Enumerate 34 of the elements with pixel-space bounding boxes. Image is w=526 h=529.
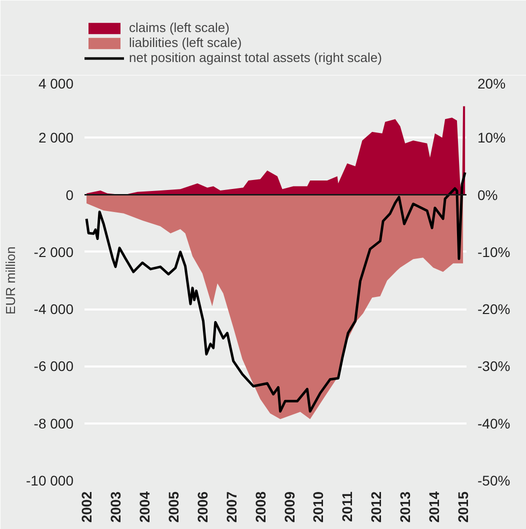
y2-tick-label: 0% [478, 186, 498, 203]
legend-label: claims (left scale) [129, 20, 230, 35]
legend-label: net position against total assets (right scale) [129, 50, 382, 65]
y2-tick-label: -20% [478, 301, 510, 318]
y-tick-label: 0 [66, 186, 74, 203]
legend-label: liabilities (left scale) [129, 35, 242, 50]
x-tick-label: 2003 [107, 491, 124, 523]
x-tick-label: 2007 [223, 491, 240, 523]
x-tick-label: 2006 [194, 491, 210, 523]
y-tick-label: -8 000 [34, 415, 74, 432]
y-tick-label: -2 000 [34, 244, 74, 260]
x-tick-label: 2010 [310, 491, 326, 523]
x-tick-label: 2005 [165, 491, 182, 523]
y2-tick-label: -10% [478, 244, 510, 260]
y2-tick-label: -30% [478, 358, 510, 374]
y2-tick-label: -50% [478, 472, 510, 488]
y-tick-label: -6 000 [34, 358, 74, 374]
y-tick-label: -10 000 [26, 472, 74, 488]
x-tick-label: 2012 [368, 491, 384, 523]
x-tick-label: 2004 [136, 491, 152, 523]
x-tick-label: 2002 [78, 491, 95, 523]
x-tick-label: 2008 [252, 491, 268, 523]
x-tick-label: 2009 [281, 491, 298, 523]
y-tick-label: -4 000 [34, 301, 74, 318]
x-tick-label: 2013 [397, 491, 414, 523]
x-tick-label: 2015 [455, 491, 472, 523]
y-axis-title: EUR million [3, 246, 18, 314]
y2-tick-label: 10% [478, 130, 506, 146]
y2-tick-label: -40% [478, 415, 510, 432]
y-tick-label: 4 000 [38, 76, 74, 92]
y-tick-label: 2 000 [38, 130, 74, 146]
x-tick-label: 2011 [339, 491, 356, 522]
y2-tick-label: 20% [478, 76, 506, 92]
x-tick-label: 2014 [426, 491, 442, 523]
